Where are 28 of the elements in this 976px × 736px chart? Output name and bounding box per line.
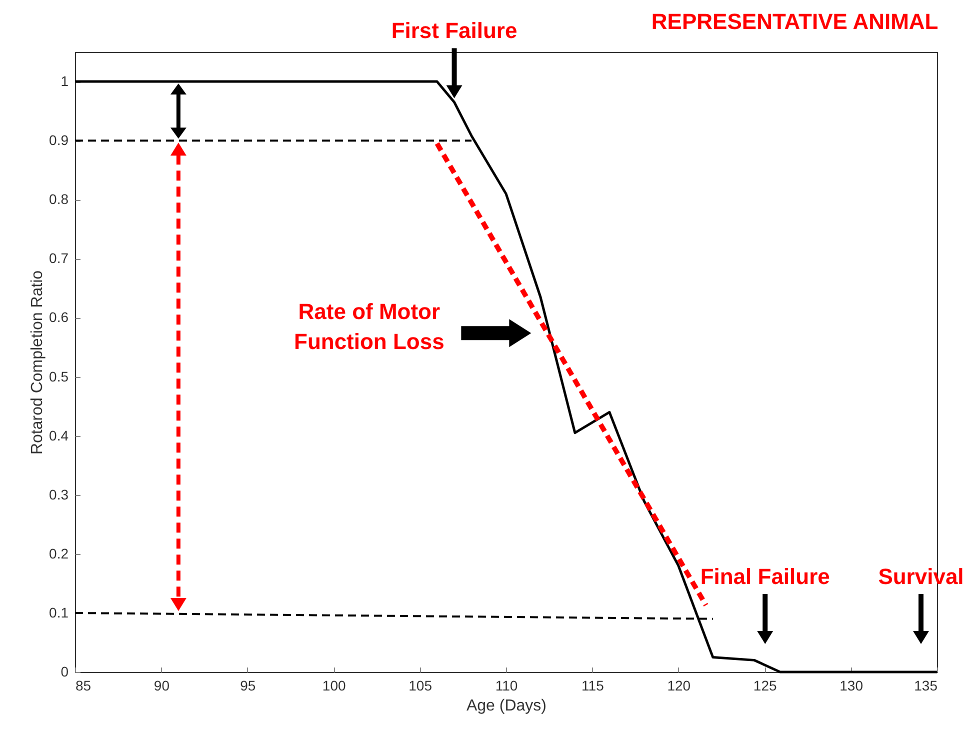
- y-tick-label: 0.7: [49, 250, 69, 266]
- x-tick-label: 85: [76, 678, 92, 694]
- y-tick-label: 0.5: [49, 368, 69, 384]
- y-tick-label: 0: [60, 664, 69, 680]
- annotation: Final Failure: [700, 564, 830, 589]
- y-tick-label: 0.1: [49, 604, 69, 620]
- chart-title: REPRESENTATIVE ANIMAL: [651, 9, 938, 34]
- y-tick-label: 0.4: [49, 427, 69, 444]
- x-axis-title: Age (Days): [466, 698, 547, 714]
- x-tick-label: 115: [582, 678, 604, 694]
- y-axis-title: Rotarod Completion Ratio: [29, 270, 46, 455]
- y-tick-label: 0.2: [49, 545, 69, 562]
- y-tick-label: 0.3: [49, 486, 69, 502]
- y-tick-label: 1: [60, 73, 69, 90]
- x-tick-label: 90: [154, 678, 170, 694]
- annotation: Rate of Motor Function Loss: [294, 299, 444, 354]
- y-tick-label: 0.8: [49, 191, 69, 208]
- x-tick-label: 95: [240, 678, 256, 694]
- x-tick-label: 135: [914, 678, 938, 694]
- y-tick-label: 0.9: [49, 132, 69, 148]
- y-tick-label: 0.6: [49, 309, 69, 326]
- x-tick-label: 125: [753, 678, 777, 694]
- x-tick-label: 110: [495, 678, 518, 694]
- annotation: First Failure: [391, 18, 518, 44]
- x-tick-label: 120: [667, 678, 691, 694]
- x-tick-label: 100: [322, 678, 346, 694]
- x-tick-label: 130: [840, 678, 864, 694]
- x-tick-label: 105: [408, 678, 432, 694]
